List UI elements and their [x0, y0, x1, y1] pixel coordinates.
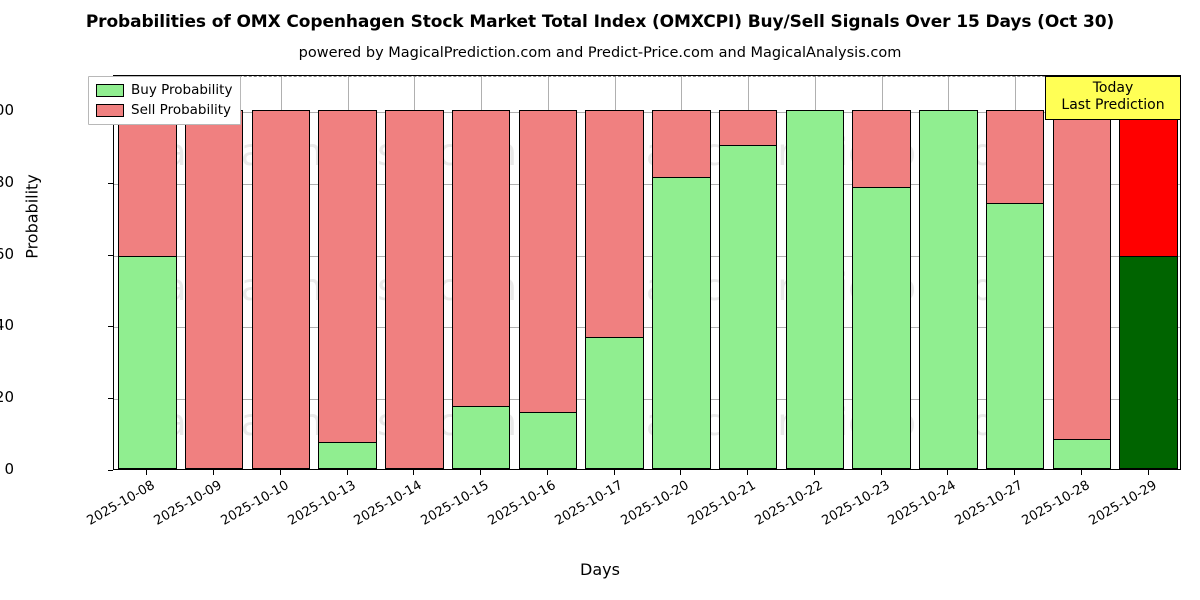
bar-segment-buy: [786, 110, 844, 468]
bar-2025-10-10[interactable]: [251, 109, 311, 469]
plot-area: MagicalAnalysis.comMagicalPrediction.com…: [113, 75, 1181, 470]
y-tick-mark: [108, 254, 113, 256]
legend-swatch-sell-icon: [96, 103, 124, 117]
bar-2025-10-28[interactable]: [1052, 109, 1112, 469]
chart-legend: Buy Probability Sell Probability: [88, 76, 242, 125]
bar-segment-sell: [1053, 110, 1111, 440]
x-tick-mark: [1080, 470, 1082, 475]
legend-item-sell: Sell Probability: [96, 102, 232, 118]
y-tick-mark: [108, 398, 113, 400]
bar-segment-sell: [386, 110, 443, 468]
gridline-horizontal: [114, 327, 1180, 329]
bar-segment-buy: [119, 255, 176, 468]
gridline-horizontal: [114, 255, 1180, 257]
bar-segment-sell: [1120, 110, 1177, 256]
bar-2025-10-15[interactable]: [451, 109, 511, 469]
bar-segment-sell: [653, 110, 710, 178]
x-tick-mark: [413, 470, 415, 475]
today-label-line1: Today: [1092, 80, 1134, 96]
x-tick-mark: [813, 470, 815, 475]
bar-2025-10-09[interactable]: [184, 109, 244, 469]
bar-segment-buy: [920, 110, 977, 468]
x-tick-mark: [213, 470, 215, 475]
bar-2025-10-14[interactable]: [385, 109, 444, 469]
bar-segment-sell: [719, 110, 777, 145]
plot-inner: MagicalAnalysis.comMagicalPrediction.com…: [114, 76, 1180, 469]
bar-2025-10-13[interactable]: [318, 109, 377, 469]
x-tick-mark: [546, 470, 548, 475]
y-tick-mark: [108, 326, 113, 328]
bar-2025-10-20[interactable]: [652, 109, 711, 469]
bar-2025-10-08[interactable]: [118, 109, 177, 469]
bar-segment-sell: [185, 110, 243, 468]
bar-segment-buy: [986, 202, 1044, 468]
y-axis-label: Probability: [22, 174, 42, 259]
bar-2025-10-22[interactable]: [785, 109, 845, 469]
x-tick-mark: [613, 470, 615, 475]
today-label-line2: Last Prediction: [1061, 97, 1165, 113]
chart-title: Probabilities of OMX Copenhagen Stock Ma…: [85, 12, 1115, 32]
legend-item-buy: Buy Probability: [96, 82, 232, 98]
x-tick-mark: [279, 470, 281, 475]
bar-segment-sell: [452, 110, 510, 406]
bar-segment-buy: [653, 177, 710, 468]
bar-2025-10-23[interactable]: [852, 109, 911, 469]
x-tick-mark: [747, 470, 749, 475]
y-tick-label: 40: [0, 316, 14, 335]
x-tick-mark: [1147, 470, 1149, 475]
legend-label-buy: Buy Probability: [131, 82, 233, 98]
bar-segment-sell: [319, 110, 376, 442]
bar-segment-sell: [986, 110, 1044, 203]
x-tick-mark: [680, 470, 682, 475]
bar-segment-buy: [719, 144, 777, 468]
x-tick-mark: [880, 470, 882, 475]
bar-2025-10-27[interactable]: [985, 109, 1045, 469]
bar-2025-10-17[interactable]: [585, 109, 644, 469]
reference-line: [114, 76, 1180, 77]
bar-2025-10-29[interactable]: [1119, 109, 1178, 469]
y-tick-label: 60: [0, 244, 14, 263]
legend-swatch-buy-icon: [96, 83, 124, 97]
bar-segment-sell: [586, 110, 643, 338]
bar-segment-sell: [119, 110, 176, 256]
bar-segment-sell: [519, 110, 577, 412]
y-tick-label: 100: [0, 100, 14, 119]
bar-segment-buy: [519, 411, 577, 468]
bar-2025-10-24[interactable]: [919, 109, 978, 469]
bar-segment-sell: [252, 110, 310, 468]
y-tick-label: 20: [0, 388, 14, 407]
bar-2025-10-21[interactable]: [718, 109, 778, 469]
y-tick-label: 0: [4, 460, 14, 478]
x-tick-mark: [947, 470, 949, 475]
x-tick-mark: [346, 470, 348, 475]
gridline-horizontal: [114, 399, 1180, 401]
x-tick-mark: [1014, 470, 1016, 475]
x-tick-mark: [146, 470, 148, 475]
bar-2025-10-16[interactable]: [518, 109, 578, 469]
chart-subtitle: powered by MagicalPrediction.com and Pre…: [298, 45, 902, 61]
y-tick-mark: [108, 470, 113, 471]
y-tick-label: 80: [0, 172, 14, 191]
bar-segment-buy: [853, 186, 910, 468]
gridline-horizontal: [114, 183, 1180, 185]
legend-label-sell: Sell Probability: [131, 102, 232, 118]
gridline-horizontal: [114, 111, 1180, 113]
bar-segment-buy: [1120, 255, 1177, 468]
x-tick-mark: [480, 470, 482, 475]
bar-segment-buy: [319, 441, 376, 468]
today-annotation: Today Last Prediction: [1045, 76, 1181, 120]
bar-segment-buy: [1053, 439, 1111, 468]
bar-segment-sell: [853, 110, 910, 187]
x-axis-label: Days: [580, 560, 620, 579]
y-tick-mark: [108, 182, 113, 184]
bar-segment-buy: [452, 405, 510, 468]
bar-segment-buy: [586, 337, 643, 468]
